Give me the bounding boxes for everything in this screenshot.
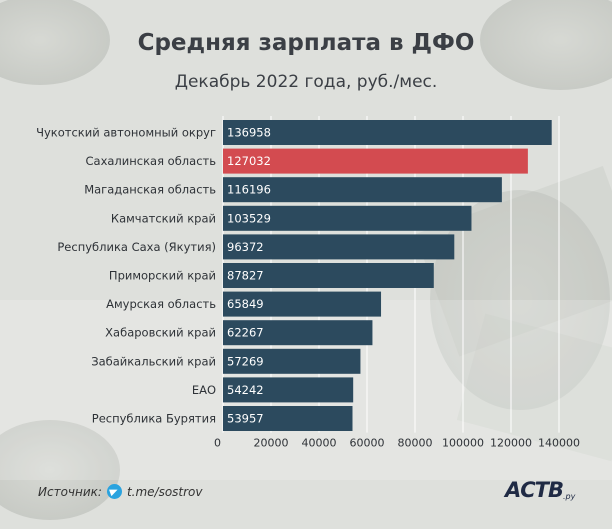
x-tick-label: 20000 bbox=[254, 437, 289, 450]
category-label: Камчатский край bbox=[111, 211, 216, 225]
category-label: ЕАО bbox=[192, 383, 216, 397]
value-label: 57269 bbox=[227, 354, 264, 368]
value-label: 53957 bbox=[227, 412, 264, 426]
value-label: 62267 bbox=[227, 326, 264, 340]
value-label: 87827 bbox=[227, 269, 264, 283]
category-label: Приморский край bbox=[109, 269, 216, 283]
source-link[interactable]: t.me/sostrov bbox=[126, 484, 203, 499]
value-label: 136958 bbox=[227, 126, 271, 140]
bar-4 bbox=[223, 234, 455, 260]
value-label: 127032 bbox=[227, 154, 271, 168]
bar-8 bbox=[223, 348, 361, 374]
category-label: Республика Саха (Якутия) bbox=[57, 240, 216, 254]
category-label: Магаданская область bbox=[84, 183, 216, 197]
chart-title: Средняя зарплата в ДФО bbox=[137, 30, 475, 56]
bar-0 bbox=[223, 120, 552, 145]
category-label: Амурская область bbox=[106, 297, 216, 311]
x-axis-ticks: 0 20000 40000 60000 80000 100000 120000 140000 bbox=[214, 437, 580, 450]
category-label: Хабаровский край bbox=[105, 326, 216, 340]
x-tick-label: 100000 bbox=[442, 437, 484, 450]
x-tick-label: 40000 bbox=[302, 437, 337, 450]
logo-suffix: .ру bbox=[563, 492, 576, 501]
telegram-icon bbox=[106, 484, 122, 499]
x-tick-label: 140000 bbox=[538, 437, 580, 450]
x-tick-label: 80000 bbox=[398, 437, 433, 450]
category-label: Сахалинская область bbox=[86, 154, 217, 168]
category-label: Республика Бурятия bbox=[92, 412, 216, 426]
bar-10 bbox=[223, 406, 353, 431]
astv-logo: АСТВ .ру bbox=[505, 474, 585, 508]
bar-1 bbox=[223, 148, 528, 174]
category-label: Чукотский автономный округ bbox=[36, 126, 216, 140]
chart-bars bbox=[223, 120, 552, 431]
x-tick-label: 120000 bbox=[490, 437, 532, 450]
bar-3 bbox=[223, 205, 472, 231]
logo-text: АСТВ bbox=[505, 478, 564, 502]
value-label: 54242 bbox=[227, 383, 264, 397]
category-label: Забайкальский край bbox=[91, 354, 216, 368]
source-label: Источник: bbox=[38, 484, 102, 499]
bar-7 bbox=[223, 320, 373, 346]
value-label: 103529 bbox=[227, 211, 271, 225]
bar-2 bbox=[223, 177, 502, 203]
x-tick-label: 60000 bbox=[350, 437, 385, 450]
chart-subtitle: Декабрь 2022 года, руб./мес. bbox=[174, 72, 438, 92]
bar-6 bbox=[223, 291, 382, 317]
bar-9 bbox=[223, 377, 354, 403]
x-tick-label: 0 bbox=[214, 437, 221, 450]
value-labels: 136958 127032 116196 103529 96372 87827 65849 6… bbox=[227, 126, 271, 426]
bar-5 bbox=[223, 263, 434, 288]
value-label: 96372 bbox=[227, 240, 264, 254]
category-labels: Чукотский автономный округ Сахалинская об… bbox=[36, 126, 216, 426]
value-label: 65849 bbox=[227, 297, 264, 311]
footer: Источник: t.me/sostrov bbox=[38, 484, 203, 499]
value-label: 116196 bbox=[227, 183, 271, 197]
